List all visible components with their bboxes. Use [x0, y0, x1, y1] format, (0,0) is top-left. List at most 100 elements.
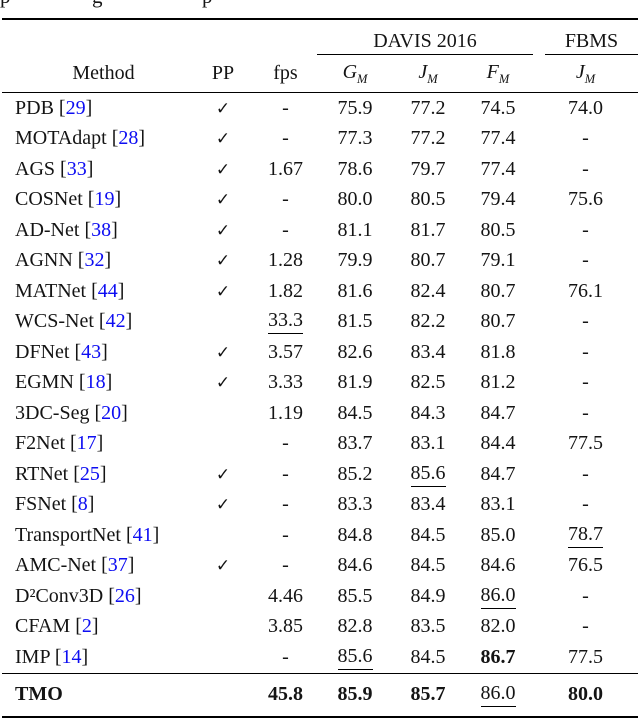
citation-number[interactable]: 33 — [66, 157, 87, 180]
table-row: DFNet [43] ✓ 3.57 82.6 83.4 81.8 - — [2, 337, 638, 368]
metric-value: 77.4 — [480, 157, 516, 180]
metric-value: - — [582, 493, 589, 516]
citation-number[interactable]: 17 — [76, 432, 97, 455]
citation-number[interactable]: 37 — [107, 554, 128, 577]
pp-cell — [192, 642, 254, 673]
citation-number[interactable]: 20 — [101, 401, 122, 424]
metric-value: 80.0 — [568, 683, 603, 705]
fps-cell: 3.33 — [254, 368, 317, 399]
citation-number[interactable]: 25 — [79, 462, 100, 485]
citation-number[interactable]: 28 — [118, 127, 139, 150]
citation-link[interactable]: [33] — [55, 158, 93, 180]
metric-value: 81.9 — [337, 371, 373, 394]
citation-link[interactable]: [17] — [65, 432, 103, 454]
davis-f-cell: 77.4 — [463, 124, 533, 155]
table-row: AD-Net [38] ✓ - 81.1 81.7 80.5 - — [2, 215, 638, 246]
metric-value: 81.8 — [480, 340, 516, 363]
method-cell: FSNet [8] — [2, 490, 192, 521]
citation-link[interactable]: [44] — [86, 280, 124, 302]
citation-link[interactable]: [28] — [107, 127, 145, 149]
citation-link[interactable]: [41] — [121, 524, 159, 546]
metric-value: 85.7 — [410, 683, 446, 705]
davis-g-cell: 82.8 — [317, 612, 393, 643]
citation-number[interactable]: 2 — [81, 615, 92, 638]
metric-value: 3.85 — [268, 615, 303, 638]
metric-value: - — [582, 249, 589, 272]
metric-value: 80.5 — [480, 218, 516, 241]
fbms-j-cell: 76.1 — [533, 276, 638, 307]
citation-link[interactable]: [37] — [96, 554, 134, 576]
metric-value: - — [282, 462, 289, 485]
citation-link[interactable]: [42] — [94, 310, 132, 332]
citation-link[interactable]: [25] — [68, 463, 106, 485]
citation-link[interactable]: [26] — [103, 585, 141, 607]
davis-j-column-header: JM — [393, 55, 463, 93]
citation-number[interactable]: 29 — [65, 96, 86, 119]
citation-open-bracket: [ — [79, 218, 92, 241]
citation-number[interactable]: 42 — [105, 310, 126, 333]
citation-number[interactable]: 43 — [81, 340, 102, 363]
citation-open-bracket: [ — [69, 340, 82, 363]
citation-number[interactable]: 44 — [97, 279, 118, 302]
method-cell: D²Conv3D [26] — [2, 581, 192, 612]
citation-link[interactable]: [38] — [79, 219, 117, 241]
metric-value: 84.8 — [337, 523, 373, 546]
citation-link[interactable]: [29] — [54, 97, 92, 119]
citation-open-bracket: [ — [65, 432, 77, 455]
davis-f-cell: 84.7 — [463, 398, 533, 429]
citation-number[interactable]: 32 — [84, 249, 105, 272]
metric-value: 79.7 — [410, 157, 446, 180]
method-cell: F2Net [17] — [2, 429, 192, 460]
davis-f-cell: 86.7 — [463, 642, 533, 673]
citation-number[interactable]: 8 — [77, 493, 88, 516]
citation-number[interactable]: 41 — [132, 523, 153, 546]
fbms-j-cell: - — [533, 581, 638, 612]
citation-number[interactable]: 14 — [61, 645, 82, 668]
method-name: 3DC-Seg — [15, 401, 90, 424]
fps-cell: 1.28 — [254, 246, 317, 277]
citation-close-bracket: ] — [86, 157, 94, 180]
fps-cell: 1.19 — [254, 398, 317, 429]
metric-value: 79.9 — [337, 249, 373, 272]
citation-number[interactable]: 19 — [94, 188, 115, 211]
davis-j-cell: 85.7 — [393, 672, 463, 717]
method-cell: TMO — [2, 672, 192, 717]
davis-f-cell: 86.0 — [463, 581, 533, 612]
method-name: AD-Net — [15, 218, 80, 241]
citation-link[interactable]: [20] — [89, 402, 127, 424]
citation-link[interactable]: [2] — [70, 615, 98, 637]
citation-close-bracket: ] — [85, 96, 93, 119]
metric-value: 85.0 — [480, 523, 516, 546]
method-name: AGS — [15, 157, 56, 180]
davis-j-cell: 83.4 — [393, 490, 463, 521]
results-table-wrap: DAVIS 2016 FBMS Method PP fps GM JM FM J… — [2, 18, 638, 718]
citation-link[interactable]: [32] — [73, 249, 111, 271]
checkmark-icon: ✓ — [215, 98, 231, 119]
fbms-j-cell: - — [533, 612, 638, 643]
davis-j-cell: 81.7 — [393, 215, 463, 246]
citation-number[interactable]: 38 — [91, 218, 112, 241]
davis-j-cell: 83.5 — [393, 612, 463, 643]
metric-value: 85.9 — [337, 683, 373, 705]
citation-link[interactable]: [8] — [66, 493, 94, 515]
davis-f-cell: 80.7 — [463, 276, 533, 307]
metric-value: 77.2 — [410, 96, 446, 119]
citation-link[interactable]: [19] — [83, 188, 121, 210]
metric-value: 81.1 — [337, 218, 373, 241]
davis-j-cell: 84.9 — [393, 581, 463, 612]
metric-value: 83.5 — [410, 615, 446, 638]
fbms-j-cell: - — [533, 307, 638, 338]
citation-open-bracket: [ — [89, 401, 102, 424]
method-cell: AD-Net [38] — [2, 215, 192, 246]
fps-cell: - — [254, 93, 317, 124]
citation-close-bracket: ] — [104, 249, 112, 272]
citation-number[interactable]: 18 — [85, 371, 106, 394]
checkmark-icon: ✓ — [215, 495, 231, 516]
metric-value: - — [282, 523, 289, 546]
davis-j-cell: 84.5 — [393, 551, 463, 582]
citation-link[interactable]: [43] — [69, 341, 107, 363]
citation-link[interactable]: [14] — [50, 646, 88, 668]
metric-value: 77.5 — [568, 432, 603, 455]
citation-link[interactable]: [18] — [74, 371, 112, 393]
citation-number[interactable]: 26 — [114, 584, 135, 607]
